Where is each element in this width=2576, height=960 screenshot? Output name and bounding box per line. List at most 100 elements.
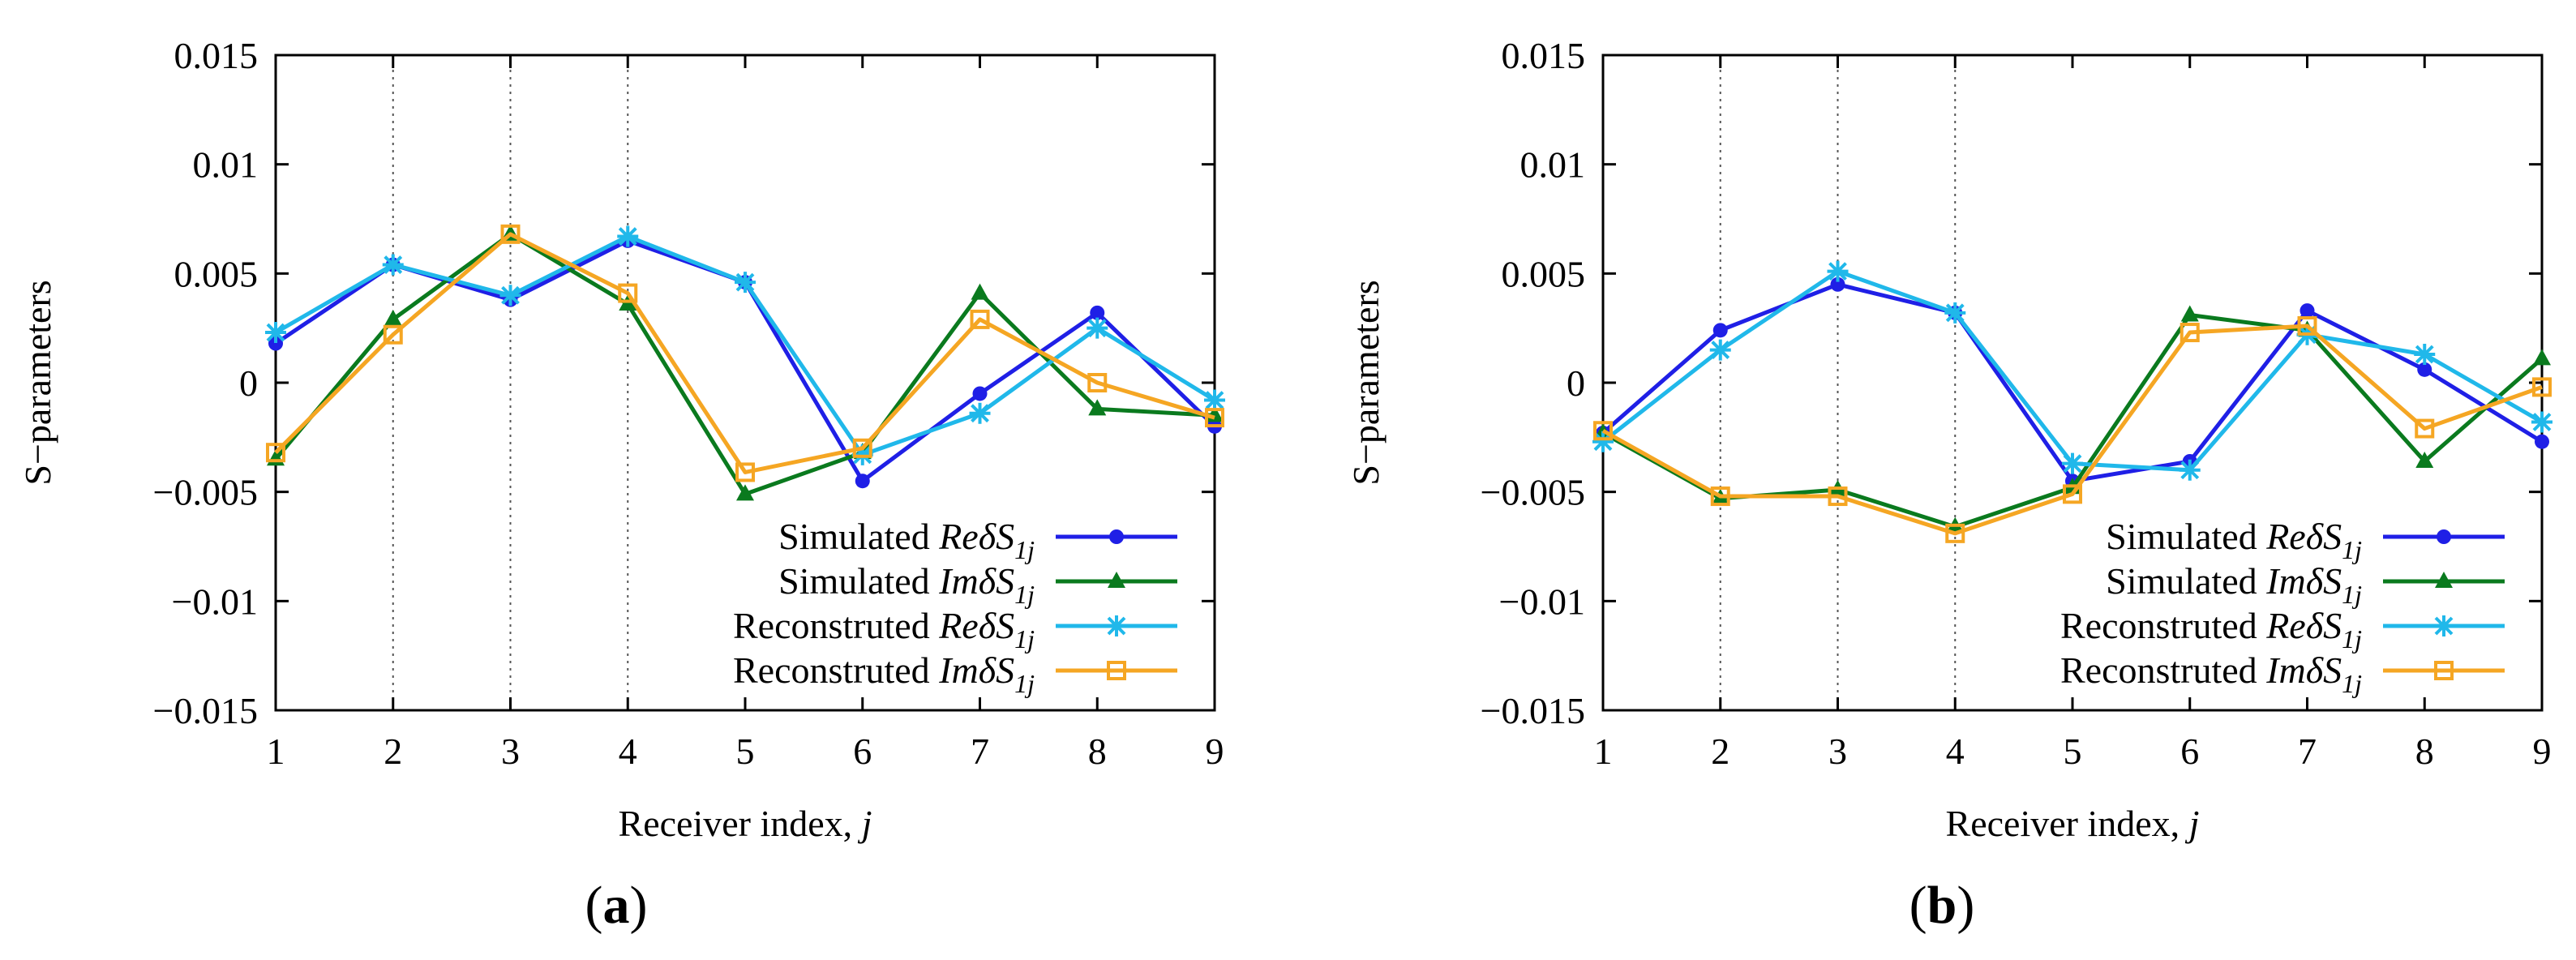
y-tick-label: 0.015	[174, 35, 259, 76]
y-tick-label: −0.01	[1499, 581, 1585, 622]
data-point	[2535, 434, 2549, 449]
x-tick-label: 9	[1206, 731, 1224, 772]
data-point	[383, 324, 403, 345]
y-tick-label: −0.015	[153, 690, 258, 731]
chart-panel-a: −0.015 −0.01 −0.005 0 0.005 0.01 0.015 1 2 3 4 5 6 7 8…	[17, 35, 1225, 935]
data-point	[1087, 373, 1108, 392]
y-tick-label: −0.005	[1481, 472, 1585, 513]
data-point	[499, 285, 521, 306]
x-tick-label: 4	[1946, 731, 1965, 772]
data-point	[1827, 260, 1849, 282]
data-point	[852, 438, 872, 458]
chart-panel-b: −0.015 −0.01 −0.005 0 0.005 0.01 0.015 1 2 3 4 5 6 7 8…	[1345, 35, 2552, 935]
x-tick-label: 6	[853, 731, 872, 772]
x-tick-label: 1	[1594, 731, 1613, 772]
legend-marker	[2433, 615, 2454, 636]
x-tick-label: 5	[736, 731, 755, 772]
series-3	[1593, 315, 2552, 543]
data-point	[1088, 399, 1107, 416]
data-point	[2063, 484, 2082, 504]
data-point	[1087, 317, 1108, 339]
data-point	[2180, 323, 2200, 343]
legend-label: Simulated ImδS1j	[778, 560, 1035, 609]
data-point	[266, 443, 285, 463]
data-point	[1709, 339, 1731, 361]
data-point	[2062, 452, 2083, 474]
x-tick-label: 5	[2064, 731, 2082, 772]
y-tick-label: −0.005	[153, 472, 258, 513]
x-axis-title: Receiver index, j	[1946, 803, 2200, 844]
x-tick-label: 8	[2415, 731, 2434, 772]
legend-marker	[2437, 529, 2451, 544]
data-point	[969, 402, 991, 424]
x-tick-label: 6	[2180, 731, 2199, 772]
legend-marker	[1107, 661, 1126, 680]
data-point	[384, 309, 402, 326]
y-tick-label: 0.015	[1502, 35, 1586, 76]
data-point	[265, 322, 286, 344]
y-tick-label: 0	[1567, 362, 1585, 404]
legend-label: Reconstruted ImδS1j	[2060, 649, 2362, 698]
y-tick-label: 0.01	[1520, 144, 1586, 186]
data-point	[855, 474, 870, 489]
series-line	[274, 232, 1215, 474]
data-point	[1712, 323, 1728, 338]
panel-label: (a)	[585, 876, 648, 935]
data-point	[2297, 315, 2317, 336]
legend-label: Simulated ReδS1j	[2106, 516, 2362, 564]
data-point	[970, 309, 990, 329]
legend-label: Reconstruted ImδS1j	[733, 649, 1035, 698]
series-line	[1601, 282, 2544, 483]
data-point	[1592, 431, 1614, 452]
legend-marker	[2435, 572, 2453, 588]
data-point	[1593, 421, 1613, 441]
y-tick-label: −0.015	[1481, 690, 1585, 731]
data-point	[1830, 276, 1845, 292]
data-point	[2415, 451, 2434, 468]
x-tick-label: 1	[267, 731, 285, 772]
data-point	[382, 254, 404, 276]
data-point	[2531, 411, 2552, 433]
data-point	[1945, 523, 1965, 543]
data-point	[2179, 459, 2201, 481]
y-axis-title: S−parameters	[1345, 280, 1387, 485]
legend-marker	[1106, 615, 1127, 636]
x-tick-label: 2	[1711, 731, 1729, 772]
series-line	[1601, 324, 2543, 536]
data-point	[735, 272, 756, 294]
y-tick-label: 0	[239, 362, 258, 404]
x-axis-title: Receiver index, j	[619, 803, 872, 844]
legend-label: Reconstruted ReδS1j	[2060, 605, 2362, 654]
data-point	[971, 283, 989, 300]
x-tick-label: 7	[2298, 731, 2317, 772]
data-point	[735, 462, 755, 482]
legend-label: Simulated ImδS1j	[2106, 560, 2362, 609]
series-2	[1592, 260, 2552, 481]
data-point	[617, 225, 639, 247]
legend-label: Reconstruted ReδS1j	[733, 605, 1035, 654]
data-point	[1090, 305, 1105, 320]
x-tick-label: 4	[619, 731, 637, 772]
series-0	[268, 233, 1222, 489]
legend-marker	[2434, 661, 2454, 680]
data-point	[618, 283, 638, 303]
series-line	[1601, 269, 2544, 473]
data-point	[1205, 408, 1224, 428]
data-point	[268, 336, 283, 351]
data-point	[736, 484, 754, 501]
y-tick-label: 0.01	[193, 144, 259, 186]
legend-label: Simulated ReδS1j	[778, 516, 1035, 564]
data-point	[2180, 305, 2199, 322]
x-tick-label: 3	[1828, 731, 1847, 772]
data-point	[2532, 377, 2552, 397]
data-point	[972, 386, 988, 401]
series-1	[267, 224, 1224, 501]
x-tick-label: 8	[1088, 731, 1107, 772]
data-point	[2417, 362, 2432, 377]
data-point	[1710, 486, 1730, 507]
data-point	[1828, 486, 1848, 507]
data-point	[2533, 349, 2551, 366]
data-point	[1944, 302, 1966, 324]
